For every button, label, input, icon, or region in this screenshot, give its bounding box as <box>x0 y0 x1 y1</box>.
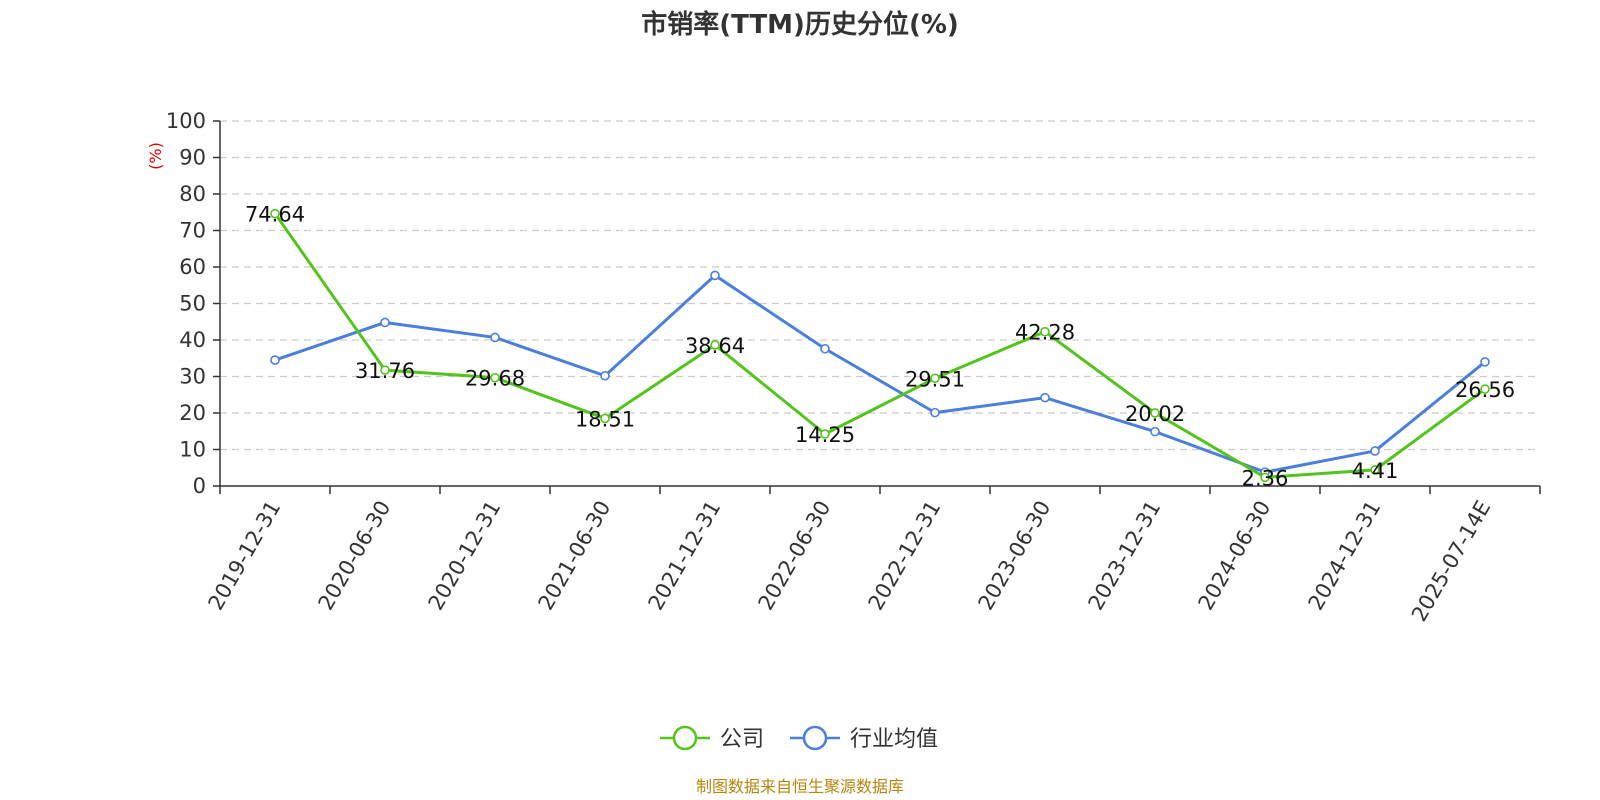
y-tick-label: 40 <box>179 328 206 352</box>
x-tick-label: 2020-06-30 <box>314 497 396 615</box>
series-0-point <box>820 429 830 439</box>
series-line-0 <box>273 212 1486 479</box>
series-0-point <box>1370 465 1380 475</box>
data-label: 38.64 <box>685 334 745 358</box>
legend-marker <box>802 725 828 751</box>
series-0-point <box>710 340 720 350</box>
data-label: 42.28 <box>1015 321 1075 345</box>
x-tick-label: 2019-12-31 <box>204 497 286 615</box>
series-1-point <box>380 317 390 328</box>
y-tick-label: 100 <box>166 109 206 133</box>
data-label: 26.56 <box>1455 378 1515 402</box>
series-0-point <box>380 365 390 375</box>
y-tick-label: 80 <box>179 182 206 206</box>
y-tick-label: 60 <box>179 255 206 279</box>
x-tick-label: 2025-07-14E <box>1407 497 1495 626</box>
x-tick-label: 2024-12-31 <box>1304 497 1386 615</box>
y-axis-ticks: 0 10 20 30 40 50 60 70 80 90 100 <box>166 109 220 498</box>
data-label: 31.76 <box>355 359 415 383</box>
series-0-point <box>270 208 280 219</box>
series-1-point <box>1150 426 1160 437</box>
y-tick-label: 30 <box>179 365 206 389</box>
x-tick-label: 2023-12-31 <box>1084 497 1166 615</box>
legend-label: 行业均值 <box>850 727 938 752</box>
series-1-point <box>820 343 830 354</box>
gridlines <box>220 120 1540 451</box>
x-tick-label: 2021-12-31 <box>644 497 726 615</box>
data-label: 20.02 <box>1125 402 1185 426</box>
x-tick-label: 2022-06-30 <box>754 497 836 615</box>
legend-marker <box>672 725 698 751</box>
data-labels: 74.64 31.76 29.68 18.51 38.64 14.25 29.51 42.28… <box>245 203 1515 491</box>
series-1-point <box>1480 357 1490 367</box>
series-0-point <box>1260 472 1270 483</box>
chart-title: 市销率(TTM)历史分位(%) <box>641 9 959 40</box>
series-layer <box>270 208 1490 483</box>
series-1-point <box>930 407 940 418</box>
series-0-point <box>600 413 610 424</box>
x-tick-label: 2021-06-30 <box>534 497 616 615</box>
x-tick-label: 2022-12-31 <box>864 497 946 615</box>
series-0-point <box>1480 384 1490 394</box>
series-1-point <box>600 370 610 381</box>
y-tick-label: 70 <box>179 219 206 243</box>
x-axis-ticks: 2019-12-31 2020-06-30 2020-12-31 2021-06-30… <box>204 486 1541 626</box>
x-tick-label: 2023-06-30 <box>974 497 1056 615</box>
series-0-point <box>490 372 500 383</box>
series-0-point <box>1040 326 1050 337</box>
legend-item-1[interactable]: 行业均值 <box>790 725 938 752</box>
data-label: 74.64 <box>245 203 305 227</box>
data-label: 29.51 <box>905 367 965 391</box>
y-tick-label: 0 <box>193 474 206 498</box>
series-1-point <box>270 355 280 365</box>
legend-item-0[interactable]: 公司 <box>660 725 764 752</box>
legend[interactable]: 公司 行业均值 <box>660 725 938 752</box>
series-0-point <box>930 373 940 384</box>
series-1-point <box>490 332 500 343</box>
y-axis-unit: (%) <box>146 142 165 170</box>
data-label: 29.68 <box>465 367 525 391</box>
y-tick-label: 20 <box>179 401 206 425</box>
y-tick-label: 10 <box>179 438 206 462</box>
legend-label: 公司 <box>720 727 764 752</box>
y-tick-label: 90 <box>179 146 206 170</box>
series-1-point <box>1040 392 1050 403</box>
source-note: 制图数据来自恒生聚源数据库 <box>696 777 904 796</box>
data-label: 18.51 <box>575 407 635 431</box>
data-label: 14.25 <box>795 423 855 447</box>
series-0-point <box>1150 408 1160 418</box>
series-line-1 <box>274 273 1486 474</box>
data-label: 2.36 <box>1242 466 1289 490</box>
data-label: 4.41 <box>1352 459 1399 483</box>
x-tick-label: 2024-06-30 <box>1194 497 1276 615</box>
y-tick-label: 50 <box>179 292 206 316</box>
series-1-point <box>1370 446 1380 456</box>
x-tick-label: 2020-12-31 <box>424 497 506 615</box>
series-1-point <box>710 270 720 281</box>
